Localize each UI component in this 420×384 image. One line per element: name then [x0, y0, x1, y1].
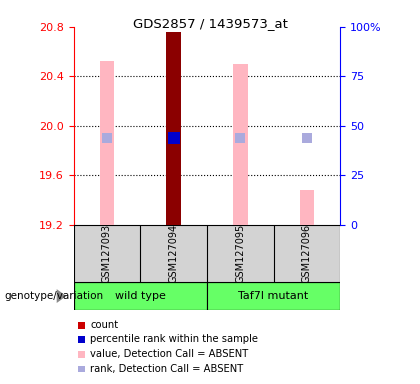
Text: count: count — [90, 320, 118, 330]
Text: value, Detection Call = ABSENT: value, Detection Call = ABSENT — [90, 349, 249, 359]
Text: percentile rank within the sample: percentile rank within the sample — [90, 334, 258, 344]
Point — [304, 135, 310, 141]
Point — [170, 135, 177, 141]
Text: GSM127095: GSM127095 — [235, 224, 245, 283]
Text: genotype/variation: genotype/variation — [4, 291, 103, 301]
Text: Taf7l mutant: Taf7l mutant — [239, 291, 309, 301]
Bar — [299, 190, 314, 225]
Text: GDS2857 / 1439573_at: GDS2857 / 1439573_at — [133, 17, 287, 30]
Bar — [166, 32, 181, 225]
Bar — [100, 61, 114, 225]
Point — [237, 135, 244, 141]
Text: wild type: wild type — [115, 291, 165, 301]
Text: GSM127093: GSM127093 — [102, 224, 112, 283]
Point — [103, 135, 110, 141]
Polygon shape — [57, 289, 66, 303]
Bar — [207, 282, 340, 310]
Bar — [233, 64, 247, 225]
Bar — [74, 282, 207, 310]
Text: rank, Detection Call = ABSENT: rank, Detection Call = ABSENT — [90, 364, 244, 374]
Text: GSM127096: GSM127096 — [302, 224, 312, 283]
Text: GSM127094: GSM127094 — [168, 224, 178, 283]
